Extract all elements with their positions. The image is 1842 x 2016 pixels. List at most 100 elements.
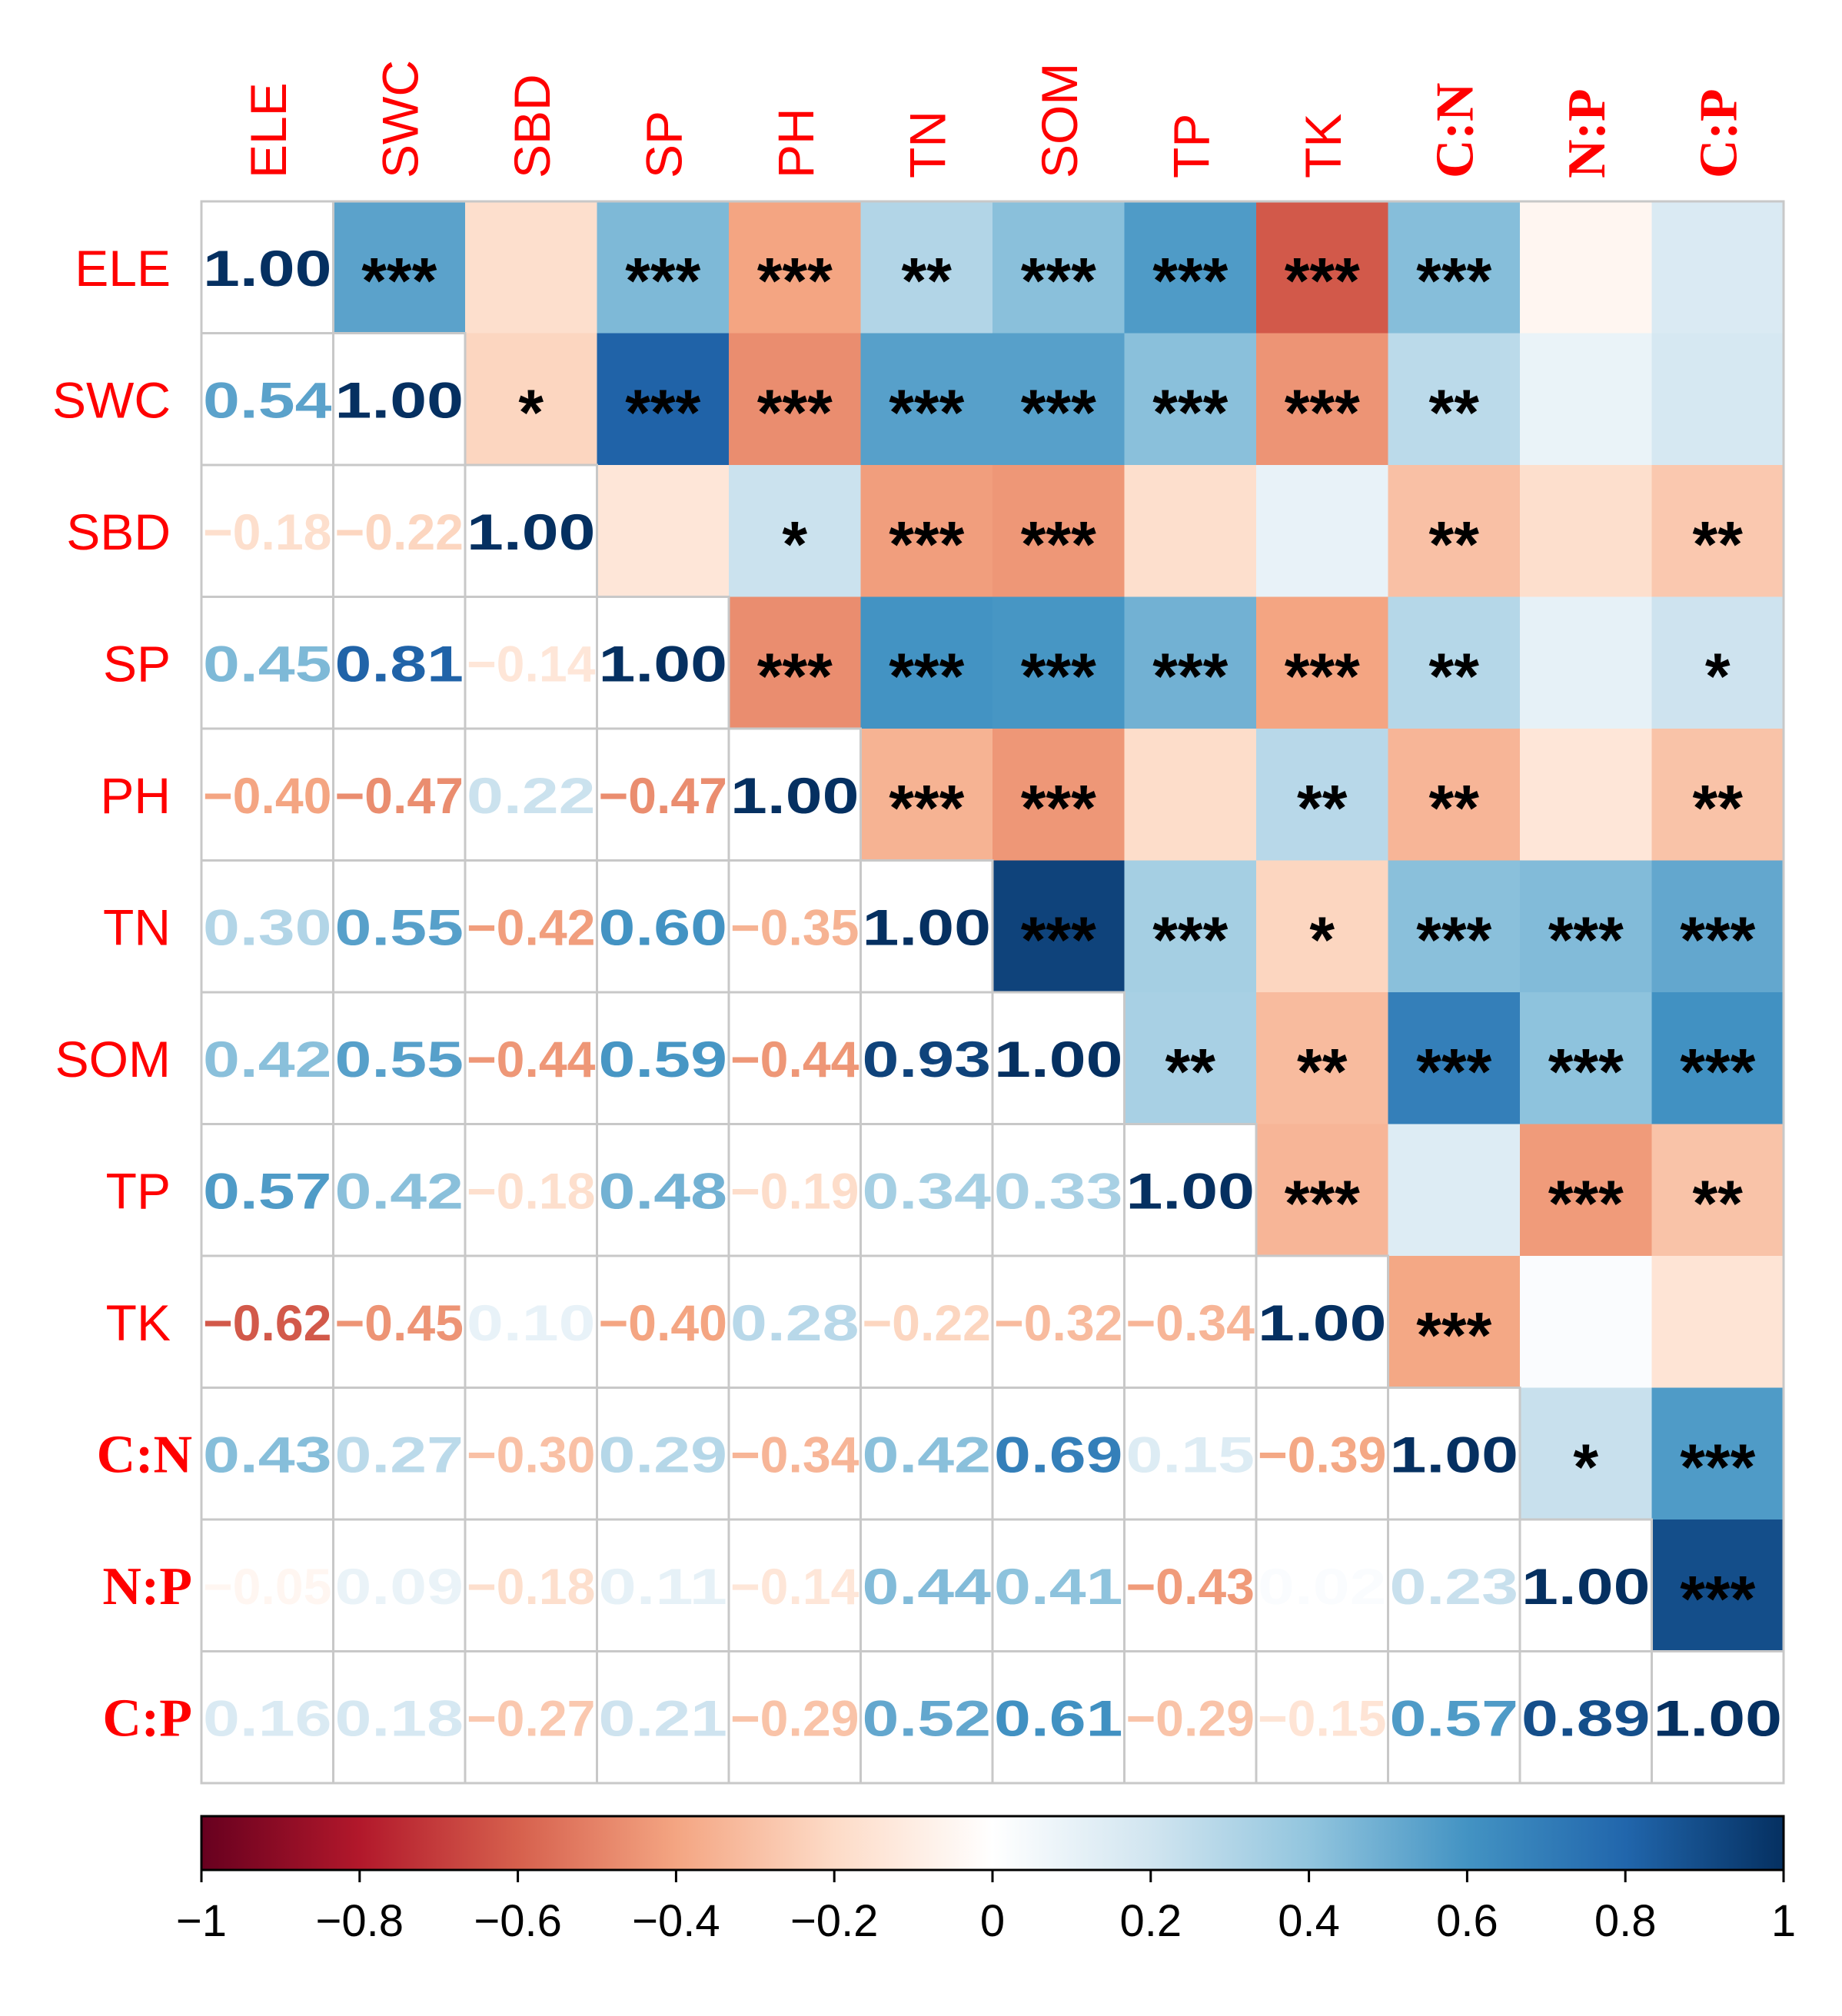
heatmap-cell-n-p-c-p (1651, 1519, 1784, 1652)
heatmap-cell-sbd-n-p (1520, 465, 1652, 597)
significance-swc-sbd: * (518, 376, 544, 448)
row-label-swc: SWC (52, 371, 171, 428)
heatmap-cell-ph-tn (860, 729, 993, 861)
heatmap-cell-tn-tk (1256, 860, 1388, 993)
heatmap-cell-som-c-n (1388, 992, 1521, 1124)
coefficient-tk-sbd: 0.10 (467, 1294, 596, 1351)
row-label-tk: TK (106, 1294, 171, 1351)
coefficient-tp-swc: 0.42 (335, 1162, 464, 1219)
significance-swc-ph: *** (757, 376, 833, 448)
heatmap-cell-tn-c-n (1388, 860, 1521, 993)
significance-sp-c-n: ** (1429, 639, 1480, 712)
significance-tn-c-n: *** (1416, 903, 1491, 975)
significance-ele-tn: ** (902, 244, 953, 317)
colorbar (200, 1815, 1785, 1872)
significance-som-c-n: *** (1416, 1035, 1491, 1108)
heatmap-cell-sp-tk (1256, 596, 1388, 729)
column-label-swc: SWC (371, 60, 428, 178)
significance-tp-n-p: *** (1548, 1167, 1624, 1239)
heatmap-cell-sbd-tk (1256, 465, 1388, 597)
significance-sbd-som: *** (1021, 508, 1096, 580)
heatmap-cell-tk-c-n (1388, 1256, 1521, 1388)
coefficient-sp-sp: 1.00 (599, 635, 728, 692)
significance-tn-tp: *** (1152, 903, 1228, 975)
coefficient-c-p-swc: 0.18 (335, 1689, 464, 1746)
coefficient-tn-tn: 1.00 (863, 898, 992, 955)
column-label-som: SOM (1031, 63, 1088, 178)
colorbar-tick-label: −1 (176, 1896, 227, 1946)
coefficient-c-n-tk: −0.39 (1258, 1426, 1387, 1483)
heatmap-cell-tn-tp (1124, 860, 1257, 993)
heatmap-cell-sbd-ph (729, 465, 861, 597)
significance-ele-c-n: *** (1416, 244, 1491, 317)
significance-tn-tk: * (1309, 903, 1335, 975)
coefficient-c-p-c-n: 0.57 (1390, 1689, 1519, 1746)
coefficient-tk-sp: −0.40 (599, 1294, 728, 1351)
significance-som-c-p: *** (1680, 1035, 1755, 1108)
significance-ph-som: *** (1021, 772, 1096, 844)
coefficient-som-ph: −0.44 (730, 1031, 859, 1088)
colorbar-tick-label: −0.8 (316, 1896, 404, 1946)
heatmap-cell-ele-som (992, 201, 1125, 334)
significance-sp-tn: *** (889, 639, 964, 712)
coefficient-ph-sbd: 0.22 (467, 767, 596, 824)
heatmap-cell-sbd-tp (1124, 465, 1257, 597)
row-label-ph: PH (100, 767, 171, 824)
coefficient-tk-ele: −0.62 (203, 1294, 332, 1351)
significance-c-n-c-p: *** (1680, 1430, 1755, 1503)
heatmap-cell-swc-n-p (1520, 333, 1652, 466)
coefficient-tn-sp: 0.60 (599, 898, 728, 955)
row-label-c-p: C:P (102, 1689, 192, 1748)
significance-swc-som: *** (1021, 376, 1096, 448)
coefficient-n-p-sbd: −0.18 (467, 1558, 596, 1615)
coefficient-tp-sbd: −0.18 (467, 1162, 596, 1219)
coefficient-som-ele: 0.42 (203, 1031, 332, 1088)
colorbar-tick-label: 0 (980, 1896, 1005, 1946)
heatmap-cell-sp-ph (729, 596, 861, 729)
significance-swc-tp: *** (1152, 376, 1228, 448)
coefficient-swc-swc: 1.00 (335, 371, 464, 428)
coefficient-c-n-c-n: 1.00 (1390, 1426, 1519, 1483)
heatmap-cell-swc-sp (597, 333, 730, 466)
coefficient-tp-sp: 0.48 (599, 1162, 728, 1219)
coefficient-c-p-tp: −0.29 (1126, 1689, 1255, 1746)
significance-som-n-p: *** (1548, 1035, 1624, 1108)
coefficient-sp-ele: 0.45 (203, 635, 332, 692)
coefficient-tk-tn: −0.22 (863, 1294, 992, 1351)
coefficient-ele-ele: 1.00 (203, 240, 332, 297)
colorbar-tick-label: 0.8 (1594, 1896, 1657, 1946)
coefficient-tp-ph: −0.19 (730, 1162, 859, 1219)
significance-ele-ph: *** (757, 244, 833, 317)
heatmap-cell-sbd-sp (597, 465, 730, 597)
heatmap-cell-c-n-c-p (1651, 1387, 1784, 1520)
column-label-ph: PH (767, 108, 824, 178)
heatmap-cell-ele-sbd (465, 201, 597, 334)
heatmap-cell-ph-som (992, 729, 1125, 861)
heatmap-cell-ele-c-n (1388, 201, 1521, 334)
column-label-ele: ELE (240, 82, 297, 178)
heatmap-cell-ele-tk (1256, 201, 1388, 334)
coefficient-som-tn: 0.93 (863, 1031, 992, 1088)
significance-swc-sp: *** (625, 376, 700, 448)
heatmap-cell-tk-c-p (1651, 1256, 1784, 1388)
coefficient-ph-ele: −0.40 (203, 767, 332, 824)
heatmap-cell-swc-ph (729, 333, 861, 466)
coefficient-c-n-swc: 0.27 (335, 1426, 464, 1483)
coefficient-tk-som: −0.32 (994, 1294, 1123, 1351)
coefficient-n-p-ele: −0.05 (203, 1558, 332, 1615)
heatmap-cell-tn-c-p (1651, 860, 1784, 993)
heatmap-cell-ph-c-n (1388, 729, 1521, 861)
significance-ph-c-n: ** (1429, 772, 1480, 844)
coefficient-c-p-tk: −0.15 (1258, 1689, 1387, 1746)
significance-tk-c-n: *** (1416, 1299, 1491, 1371)
matrix-border (200, 200, 1785, 1785)
column-label-sbd: SBD (504, 74, 560, 178)
heatmap-cell-ph-n-p (1520, 729, 1652, 861)
colorbar-tick-label: 0.4 (1278, 1896, 1340, 1946)
heatmap-cell-sp-som (992, 596, 1125, 729)
coefficient-sbd-ele: −0.18 (203, 503, 332, 560)
heatmap-cell-ph-tk (1256, 729, 1388, 861)
heatmap-cell-tp-c-n (1388, 1124, 1521, 1257)
significance-ph-tk: ** (1297, 772, 1348, 844)
